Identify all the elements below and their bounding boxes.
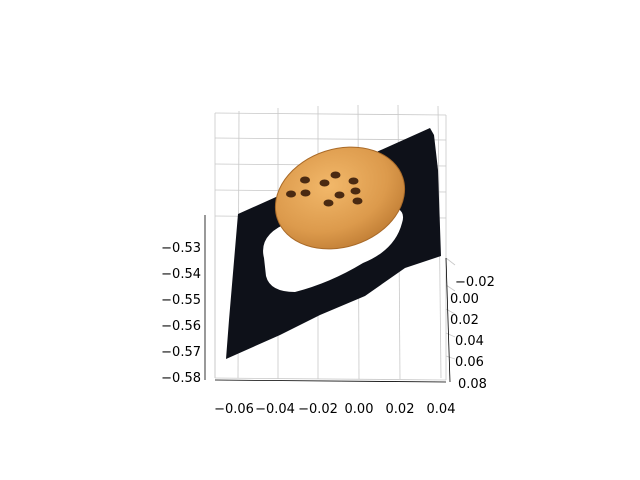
x-tick-label: 0.04 [427, 402, 456, 417]
z-tick-label: −0.56 [161, 319, 201, 334]
y-axis-line [445, 257, 451, 383]
y-tick-label: 0.08 [458, 377, 487, 392]
chocolate-chip [319, 179, 330, 187]
cookie-pointcloud [274, 146, 406, 250]
chocolate-chip [300, 176, 310, 184]
chocolate-chip [286, 190, 296, 198]
z-tick-label: −0.58 [161, 371, 201, 386]
z-tick-label: −0.54 [161, 267, 201, 282]
y-tick-label: 0.00 [450, 292, 479, 307]
axis-lines [204, 215, 451, 383]
x-tick-labels: −0.06 −0.04 −0.02 0.00 0.02 0.04 [214, 402, 455, 417]
z-tick-labels: −0.53 −0.54 −0.55 −0.56 −0.57 −0.58 [161, 241, 201, 386]
y-tick-label: 0.02 [450, 313, 479, 328]
grid-line [445, 284, 456, 292]
grid-line [214, 112, 447, 116]
x-tick-label: 0.02 [386, 402, 415, 417]
y-tick-label: 0.06 [455, 355, 484, 370]
grid-line [445, 332, 456, 338]
x-tick-label: 0.00 [345, 402, 374, 417]
chocolate-chip [334, 191, 345, 199]
y-tick-labels: −0.02 0.00 0.02 0.04 0.06 0.08 [450, 275, 495, 392]
grid-line [214, 377, 447, 381]
z-tick-label: −0.53 [161, 241, 201, 256]
x-tick-label: −0.06 [214, 402, 254, 417]
chocolate-chip [350, 187, 361, 195]
grid-line [445, 257, 456, 266]
chocolate-chip [330, 171, 341, 179]
chocolate-chip [348, 177, 359, 185]
chocolate-chip [352, 197, 363, 205]
chocolate-chip [300, 189, 311, 197]
y-tick-label: −0.02 [455, 275, 495, 290]
chocolate-chip [323, 199, 334, 207]
x-axis-line [214, 379, 447, 383]
x-tick-label: −0.02 [298, 402, 338, 417]
x-tick-label: −0.04 [255, 402, 295, 417]
z-tick-label: −0.57 [161, 345, 201, 360]
y-tick-label: 0.04 [455, 334, 484, 349]
z-tick-label: −0.55 [161, 293, 201, 308]
grid-line [445, 355, 456, 360]
